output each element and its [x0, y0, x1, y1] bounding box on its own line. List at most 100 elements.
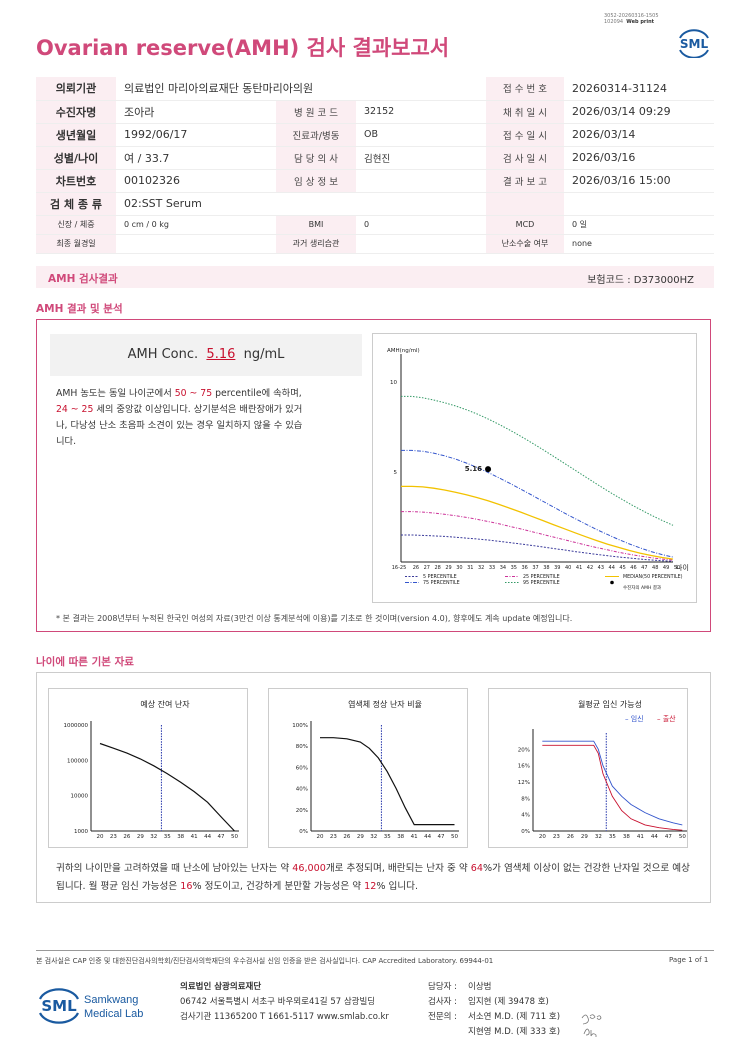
- footer-logo-line1: Samkwang: [84, 994, 138, 1006]
- x-tick-label: 26: [343, 834, 350, 840]
- x-tick-label: 27: [424, 565, 430, 571]
- tilde: ~: [67, 404, 82, 415]
- info-cell: none: [564, 234, 714, 254]
- x-tick-label: 32: [478, 565, 484, 571]
- y-tick-label: 12%: [518, 780, 530, 786]
- info-cell: 여 / 33.7: [116, 146, 276, 170]
- info-row: 수진자명 조아라 병 원 코 드 32152 채 취 일 시 2026/03/14 09:…: [36, 100, 714, 124]
- info-cell: 수진자명: [36, 100, 116, 124]
- x-tick-label: 47: [438, 834, 445, 840]
- x-tick-label: 38: [177, 834, 184, 840]
- pct-low: 50: [174, 388, 187, 399]
- x-tick-label: 32: [150, 834, 157, 840]
- legend-label: 수진자의 AMH 결과: [623, 584, 661, 591]
- info-cell: 32152: [356, 100, 486, 124]
- x-tick-label: 16-25: [392, 565, 407, 571]
- x-tick-label: 26: [567, 834, 574, 840]
- info-cell: 난소수술 여부: [486, 234, 564, 254]
- series-line-1: [401, 534, 674, 562]
- x-tick-label: 45: [619, 565, 625, 571]
- x-tick-label: 41: [191, 834, 198, 840]
- normal-egg-ratio-chart: 염색체 정상 난자 비율 0% 20% 40% 60% 80% 100% 20 23 26 29 32…: [268, 688, 468, 848]
- staff-row: 지현영 M.D. (제 333 호): [428, 1025, 560, 1040]
- staff-row: 검사자 : 임지현 (제 39478 호): [428, 995, 560, 1010]
- y-tick-label: 10: [390, 380, 397, 386]
- x-tick-label: 38: [397, 834, 404, 840]
- y-tick-label: 1000: [74, 829, 88, 835]
- info-cell: [356, 169, 486, 193]
- info-cell: 검 사 일 시: [486, 146, 564, 170]
- summary-text: % 정도이고, 건강하게 분만할 가능성은 약: [192, 881, 365, 892]
- legend-label: – 출산: [657, 714, 676, 723]
- x-tick-label: 29: [445, 565, 451, 571]
- page-number: Page 1 of 1: [669, 956, 709, 964]
- signature: [581, 1014, 602, 1037]
- org-info: 의료법인 삼광의료재단 06742 서울특별시 서초구 바우뫼로41길 57 삼…: [180, 980, 389, 1025]
- x-tick-label: 46: [630, 565, 636, 571]
- section1-title: AMH 결과 및 분석: [36, 303, 123, 315]
- amh-conc-box: AMH Conc. 5.16 ng/mL: [50, 334, 362, 376]
- info-row-small: 신장 / 체중 0 cm / 0 kg BMI 0 MCD 0 일: [36, 215, 714, 235]
- legend-swatch: [610, 580, 614, 585]
- x-tick-label: 47: [641, 565, 647, 571]
- y-tick-label: 0%: [299, 829, 308, 835]
- section2-box: [36, 672, 711, 903]
- series-line-2: [401, 511, 674, 561]
- series-line-3: [401, 485, 674, 560]
- x-tick-label: 30: [456, 565, 462, 571]
- org-name: 의료법인 삼광의료재단: [180, 982, 262, 992]
- x-tick-label: 34: [500, 565, 506, 571]
- y-tick-label: 80%: [296, 744, 308, 750]
- x-tick-label: 44: [424, 834, 431, 840]
- series-line-5: [401, 395, 674, 526]
- eggs-value: 46,000: [292, 863, 326, 874]
- mini-chart-title: 염색체 정상 난자 비율: [348, 699, 422, 709]
- x-axis-label: 나이: [676, 563, 689, 572]
- normal-egg-ratio-svg: 염색체 정상 난자 비율 0% 20% 40% 60% 80% 100% 20 23 26 29 32…: [292, 699, 459, 840]
- y-tick-label: 100%: [292, 723, 308, 729]
- x-tick-label: 20: [539, 834, 546, 840]
- web-print-label: Web print: [626, 19, 655, 25]
- info-cell: 조아라: [116, 100, 276, 124]
- age-summary: 귀하의 나이만을 고려하였을 때 난소에 남아있는 난자는 약 46,000개로…: [56, 860, 696, 896]
- x-tick-label: 29: [581, 834, 588, 840]
- info-cell: [116, 234, 276, 254]
- y-axis-label: AMH(ng/ml): [387, 348, 420, 354]
- x-tick-label: 35: [511, 565, 517, 571]
- x-tick-label: 38: [623, 834, 630, 840]
- desc-text: 세의 중앙값 이상입니다. 상기분석은 배란장애가 있거나, 다낭성 난소 초음…: [56, 404, 303, 447]
- org-address: 06742 서울특별시 서초구 바우뫼로41길 57 삼광빌딩: [180, 997, 376, 1007]
- info-cell: 2026/03/14: [564, 123, 714, 147]
- x-tick-label: 23: [330, 834, 337, 840]
- x-tick-label: 50: [679, 834, 686, 840]
- info-cell: 과거 생리습관: [276, 234, 356, 254]
- age-low: 24: [56, 404, 68, 415]
- y-tick-label: 20%: [296, 808, 308, 814]
- x-tick-label: 32: [595, 834, 602, 840]
- info-cell: [564, 192, 714, 216]
- x-tick-label: 47: [218, 834, 225, 840]
- info-cell: 2026/03/14 09:29: [564, 100, 714, 124]
- staff-role: 전문의 :: [428, 1012, 458, 1022]
- y-tick-label: 60%: [296, 765, 308, 771]
- info-cell: 생년월일: [36, 123, 116, 147]
- section2-title: 나이에 따른 기본 자료: [36, 656, 134, 668]
- logo-text: SML: [680, 37, 709, 51]
- preg-pct-value: 16: [180, 881, 193, 892]
- remaining-eggs-chart: 예상 잔여 난자 1000 10000 100000 1000000 20 23 26 29 32…: [48, 688, 248, 848]
- y-tick-label: 8%: [521, 796, 530, 802]
- patient-point-label: 5.16: [465, 465, 482, 473]
- x-tick-label: 23: [110, 834, 117, 840]
- doc-code-1: 3052-20260316-1505: [604, 13, 659, 19]
- footer-logo-line2: Medical Lab: [84, 1008, 143, 1020]
- staff-row: 전문의 : 서소연 M.D. (제 711 호): [428, 1010, 560, 1025]
- doc-code-2: 102094: [604, 19, 624, 25]
- amh-percentile-chart: AMH(ng/ml) 5 10 16-25 26 27 28 29 30 31 32 33 34 35 36…: [372, 333, 697, 603]
- monthly-pregnancy-svg: 월평균 임신 가능성 0% 4% 8% 12% 16% 20% 20 23 26 29 32 35 38 4…: [518, 699, 687, 840]
- summary-text: 귀하의 나이만을 고려하였을 때 난소에 남아있는 난자는 약: [56, 863, 293, 874]
- insurance-code: 보험코드 : D373000HZ: [587, 275, 694, 286]
- footer-divider: [36, 950, 714, 951]
- birth-pct-value: 12: [364, 881, 377, 892]
- pct-high: 75: [200, 388, 213, 399]
- series-line-4: [401, 449, 674, 558]
